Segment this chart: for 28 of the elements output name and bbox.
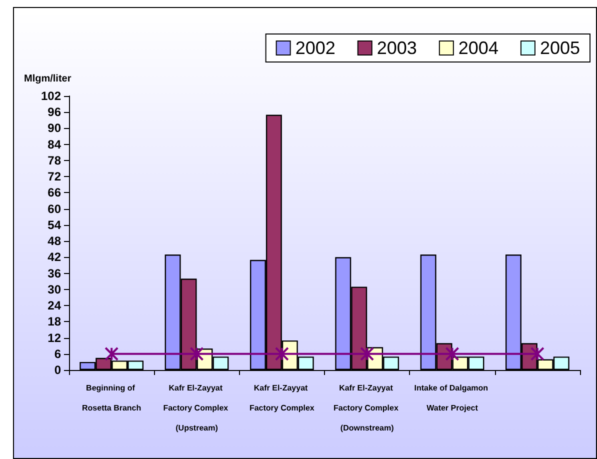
y-tick-label: 48 bbox=[48, 234, 62, 248]
y-tick-label: 24 bbox=[48, 298, 62, 313]
y-tick-label: 72 bbox=[48, 170, 62, 184]
y-tick-label: 18 bbox=[48, 314, 62, 329]
y-tick-label: 102 bbox=[40, 89, 62, 103]
y-tick-label: 42 bbox=[48, 250, 62, 264]
category-label: Intake of Dalgamon Water Project bbox=[414, 384, 488, 412]
y-tick-label: 78 bbox=[48, 153, 62, 168]
y-tick-label: 0 bbox=[54, 363, 62, 377]
y-tick-label: 84 bbox=[48, 137, 62, 152]
category-label: Kafr El-Zayyat Factory Complex bbox=[249, 384, 314, 412]
y-tick-label: 66 bbox=[48, 186, 62, 200]
category-label: Kafr El-Zayyat Factory Complex (Downstream) bbox=[334, 384, 398, 432]
category-label: Kafr El-Zayyat Factory Complex (Upstream) bbox=[163, 384, 228, 432]
y-tick-label: 6 bbox=[54, 346, 62, 361]
legend-label: 2004 bbox=[458, 38, 498, 58]
y-tick-label: 12 bbox=[48, 330, 62, 345]
y-tick-label: 60 bbox=[48, 202, 62, 216]
category-label: Beginning of Rosetta Branch bbox=[82, 384, 142, 412]
y-tick-label: 96 bbox=[48, 105, 62, 120]
legend-label: 2002 bbox=[295, 38, 336, 58]
y-tick-label: 30 bbox=[48, 282, 62, 296]
y-tick-label: 90 bbox=[48, 121, 62, 136]
y-tick-label: 54 bbox=[48, 218, 62, 232]
legend-label: 2003 bbox=[376, 38, 417, 58]
y-tick-label: 36 bbox=[48, 266, 62, 280]
legend-label: 2005 bbox=[540, 38, 580, 58]
y-axis-title: Mlgm/liter bbox=[24, 74, 72, 84]
